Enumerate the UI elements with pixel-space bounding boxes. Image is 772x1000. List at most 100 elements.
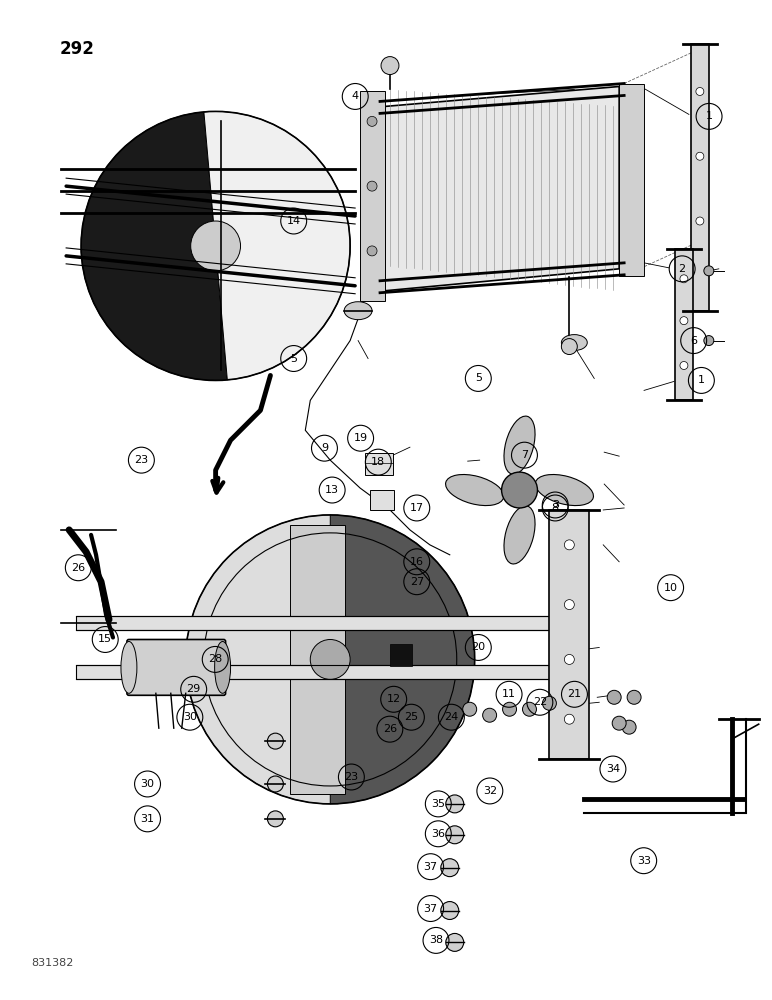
Text: 4: 4 [352,91,359,101]
Circle shape [367,116,377,126]
Text: 34: 34 [606,764,620,774]
Circle shape [564,714,574,724]
Circle shape [696,152,704,160]
Ellipse shape [504,506,535,564]
Text: 38: 38 [429,935,443,945]
Text: 22: 22 [533,697,547,707]
Circle shape [445,795,464,813]
Text: 26: 26 [383,724,397,734]
Text: 2: 2 [679,264,686,274]
Text: 13: 13 [325,485,339,495]
Text: 37: 37 [424,862,438,872]
Circle shape [267,776,283,792]
Circle shape [441,859,459,877]
Circle shape [561,339,577,355]
Bar [390,644,412,666]
FancyBboxPatch shape [127,639,225,695]
Text: 31: 31 [141,814,154,824]
Text: 9: 9 [321,443,328,453]
Text: 292: 292 [59,40,94,58]
Text: 6: 6 [690,336,697,346]
Circle shape [523,702,537,716]
Circle shape [564,540,574,550]
Polygon shape [619,84,644,276]
Text: 36: 36 [432,829,445,839]
Bar [370,490,394,510]
Wedge shape [204,111,350,380]
Circle shape [445,826,464,844]
Circle shape [696,217,704,225]
Text: 16: 16 [410,557,424,567]
Bar [365,453,393,475]
Text: 35: 35 [432,799,445,809]
Text: 1: 1 [698,375,705,385]
Text: 5: 5 [475,373,482,383]
Text: 23: 23 [344,772,358,782]
Ellipse shape [504,416,535,474]
Text: 23: 23 [134,455,148,465]
Text: 33: 33 [637,856,651,866]
Circle shape [502,472,537,508]
Circle shape [622,720,636,734]
Text: 3: 3 [552,500,559,510]
Wedge shape [81,112,227,380]
Bar [550,510,589,759]
Text: 18: 18 [371,457,385,467]
Text: 27: 27 [410,577,424,587]
Ellipse shape [445,474,504,506]
Circle shape [267,733,283,749]
Circle shape [680,275,688,283]
Text: 11: 11 [502,689,516,699]
Circle shape [381,57,399,75]
Wedge shape [330,515,475,804]
Circle shape [704,266,714,276]
Polygon shape [360,91,385,301]
Ellipse shape [535,474,594,506]
Ellipse shape [121,641,137,693]
Circle shape [564,654,574,664]
Circle shape [441,902,459,919]
Circle shape [191,221,241,271]
Ellipse shape [344,302,372,320]
Text: 28: 28 [208,654,222,664]
Ellipse shape [561,335,587,351]
Circle shape [680,317,688,325]
Text: 12: 12 [387,694,401,704]
Text: 831382: 831382 [32,958,73,968]
Bar [76,616,554,630]
Text: 32: 32 [482,786,497,796]
Text: 17: 17 [410,503,424,513]
Text: 29: 29 [187,684,201,694]
Circle shape [482,708,496,722]
Circle shape [564,600,574,610]
Circle shape [367,181,377,191]
Bar [691,44,709,311]
Text: 10: 10 [664,583,678,593]
Circle shape [445,933,464,951]
Circle shape [462,702,476,716]
Text: 15: 15 [98,634,112,644]
Text: 5: 5 [290,354,297,364]
Text: 1: 1 [706,111,713,121]
Circle shape [503,702,516,716]
Circle shape [680,362,688,369]
Text: 14: 14 [286,216,301,226]
Circle shape [367,246,377,256]
Text: 8: 8 [552,503,559,513]
Text: 26: 26 [71,563,86,573]
Bar [76,665,554,679]
Circle shape [608,690,621,704]
Text: 19: 19 [354,433,367,443]
Bar [290,525,345,794]
Bar [675,249,693,400]
Text: 21: 21 [567,689,581,699]
Circle shape [267,811,283,827]
Polygon shape [385,86,619,291]
Circle shape [627,690,641,704]
Text: 7: 7 [521,450,528,460]
Text: 30: 30 [183,712,197,722]
Text: 20: 20 [471,642,486,652]
Text: 25: 25 [405,712,418,722]
Ellipse shape [215,641,231,693]
Circle shape [543,696,557,710]
